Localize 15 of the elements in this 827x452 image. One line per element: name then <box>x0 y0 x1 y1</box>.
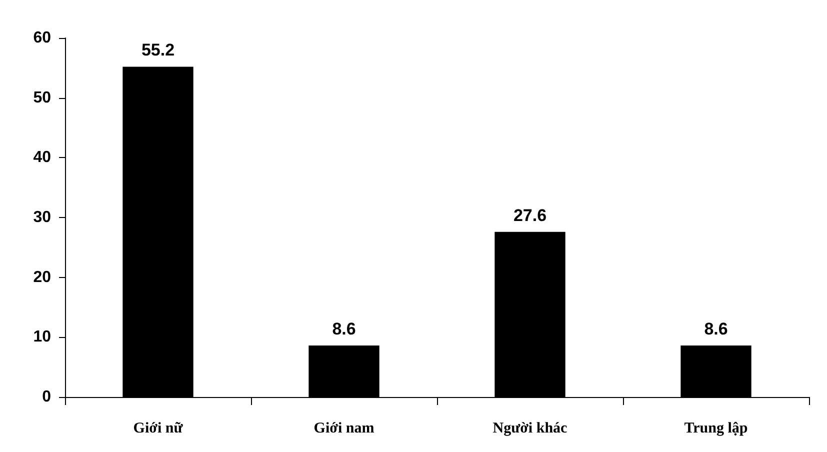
data-label: 55.2 <box>141 40 175 60</box>
y-tick-label: 40 <box>33 149 52 166</box>
x-tick-label: Giới nam <box>314 420 375 436</box>
y-tick-label: 20 <box>33 268 52 286</box>
x-tick-label: Giới nữ <box>133 420 184 436</box>
data-label: 8.6 <box>704 320 728 339</box>
x-tick-label: Trung lập <box>684 420 748 436</box>
y-tick-label: 30 <box>33 209 52 226</box>
x-tick-label: Người khác <box>492 420 568 436</box>
y-tick-label: 10 <box>33 328 52 346</box>
data-label: 27.6 <box>513 206 547 225</box>
data-label: 8.6 <box>332 320 356 339</box>
y-tick-label: 60 <box>33 30 52 46</box>
y-tick-label: 50 <box>33 89 52 106</box>
y-tick-label: 0 <box>42 388 52 406</box>
